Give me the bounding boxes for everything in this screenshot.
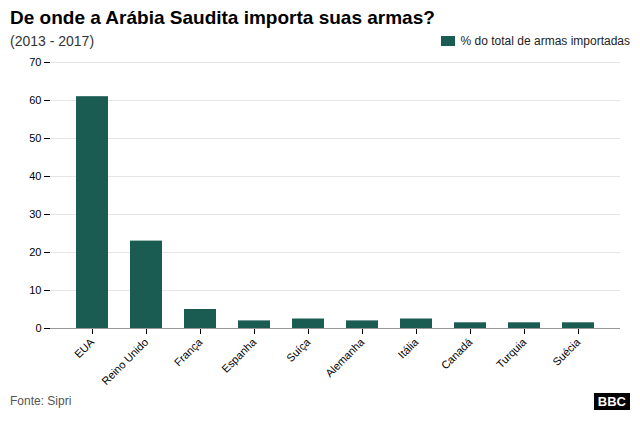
svg-text:Turquia: Turquia bbox=[494, 335, 529, 370]
svg-text:Itália: Itália bbox=[395, 335, 421, 361]
svg-text:10: 10 bbox=[29, 284, 41, 296]
svg-text:Reino Unido: Reino Unido bbox=[99, 336, 150, 387]
html-text:% do total de armas importadas: % do total de armas importadas bbox=[460, 34, 630, 48]
html-text:Fonte: Sipri: Fonte: Sipri bbox=[10, 394, 72, 408]
svg-text:Alemanha: Alemanha bbox=[323, 335, 367, 379]
svg-text:40: 40 bbox=[29, 170, 41, 182]
svg-text:Canadá: Canadá bbox=[439, 335, 475, 371]
svg-text:50: 50 bbox=[29, 132, 41, 144]
html-text:(2013 - 2017): (2013 - 2017) bbox=[10, 33, 95, 49]
svg-text:0: 0 bbox=[35, 322, 41, 334]
svg-text:60: 60 bbox=[29, 94, 41, 106]
svg-text:Espanha: Espanha bbox=[219, 335, 259, 375]
svg-text:EUA: EUA bbox=[72, 335, 97, 360]
svg-text:20: 20 bbox=[29, 246, 41, 258]
svg-text:70: 70 bbox=[29, 56, 41, 68]
html-text:De onde a Arábia Saudita impor: De onde a Arábia Saudita importa suas ar… bbox=[10, 7, 435, 28]
svg-text:30: 30 bbox=[29, 208, 41, 220]
svg-text:Suíça: Suíça bbox=[284, 335, 313, 364]
svg-text:Suécia: Suécia bbox=[550, 335, 583, 368]
html-text:BBC: BBC bbox=[597, 394, 626, 409]
svg-text:França: França bbox=[172, 335, 205, 368]
